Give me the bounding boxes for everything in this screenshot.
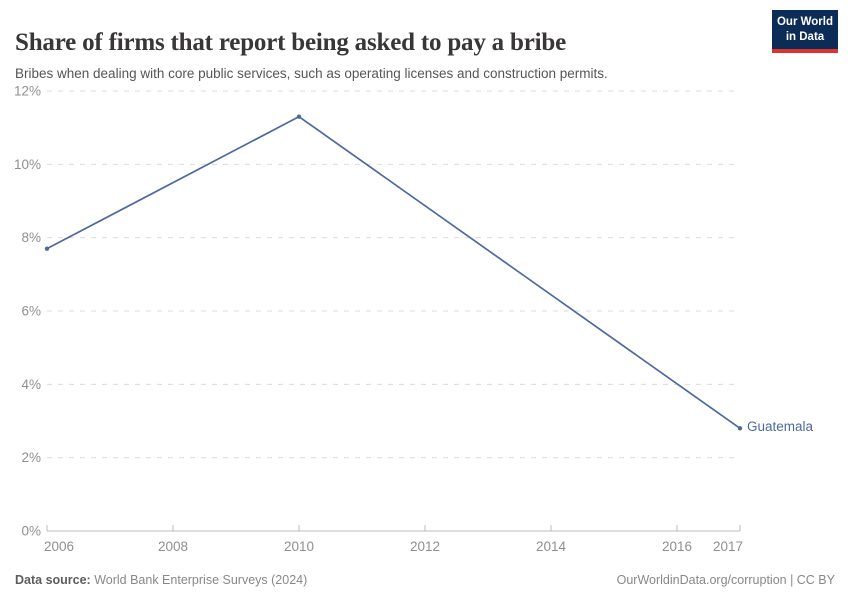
chart-subtitle: Bribes when dealing with core public ser…: [15, 65, 608, 81]
owid-logo-line2: in Data: [785, 30, 825, 43]
y-tick-label: 4%: [21, 377, 41, 392]
data-point-marker: [296, 114, 302, 119]
data-point-marker: [44, 246, 50, 251]
x-tick-label: 2012: [410, 539, 440, 554]
series-line-guatemala: [46, 115, 741, 430]
owid-logo: Our World in Data: [772, 10, 838, 53]
y-tick-label: 2%: [21, 450, 41, 465]
x-tick-label: 2008: [158, 539, 188, 554]
series-label-guatemala: Guatemala: [747, 419, 814, 435]
x-tick-label: 2014: [536, 539, 567, 554]
data-source: Data source: World Bank Enterprise Surve…: [15, 573, 307, 587]
y-tick-label: 8%: [21, 230, 41, 245]
chart-footer: Data source: World Bank Enterprise Surve…: [15, 573, 835, 587]
chart-title: Share of firms that report being asked t…: [15, 28, 566, 56]
owid-credit-link[interactable]: OurWorldinData.org/corruption | CC BY: [616, 573, 835, 587]
y-tick-label: 12%: [14, 84, 41, 99]
x-tick-label: 2016: [662, 539, 692, 554]
data-point-marker: [737, 426, 743, 431]
data-source-value: World Bank Enterprise Surveys (2024): [90, 573, 308, 587]
y-tick-label: 10%: [14, 157, 41, 172]
x-tick-label: 2006: [44, 539, 74, 554]
x-tick-label: 2010: [284, 539, 314, 554]
x-tick-label: 2017: [713, 539, 743, 554]
data-source-label: Data source:: [15, 573, 91, 587]
y-tick-label: 0%: [21, 524, 41, 539]
owid-logo-line1: Our World: [776, 16, 833, 28]
y-tick-label: 6%: [21, 304, 41, 319]
